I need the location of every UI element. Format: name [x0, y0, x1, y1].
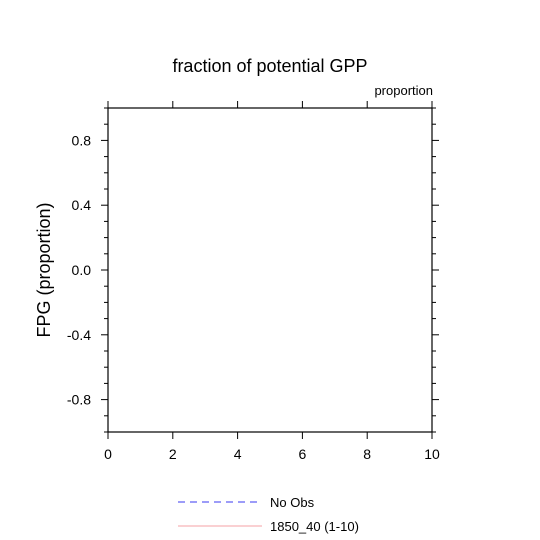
x-tick-label: 8: [363, 446, 371, 462]
plot-frame: [107, 107, 433, 433]
axis-ticks: 0 2 4 6 8 10 -0.8 -0.4 0.0 0.4 0.8: [67, 101, 440, 462]
legend-label-no-obs: No Obs: [270, 495, 315, 510]
x-tick-label: 6: [299, 446, 307, 462]
y-tick-label: 0.4: [72, 197, 92, 213]
y-tick-label: -0.8: [67, 392, 91, 408]
plot-area: 0 2 4 6 8 10 -0.8 -0.4 0.0 0.4 0.8: [67, 101, 440, 462]
legend: No Obs 1850_40 (1-10): [178, 495, 359, 534]
y-tick-label: 0.0: [72, 262, 92, 278]
y-tick-label: -0.4: [67, 327, 91, 343]
x-tick-label: 2: [169, 446, 177, 462]
y-axis-label: FPG (proportion): [34, 202, 54, 337]
units-label: proportion: [374, 83, 433, 98]
legend-item-no-obs: No Obs: [178, 495, 315, 510]
legend-item-1850-40: 1850_40 (1-10): [178, 519, 359, 534]
x-tick-label: 0: [104, 446, 112, 462]
chart-title: fraction of potential GPP: [172, 56, 367, 76]
y-tick-label: 0.8: [72, 132, 92, 148]
legend-label-1850-40: 1850_40 (1-10): [270, 519, 359, 534]
x-tick-label: 10: [424, 446, 440, 462]
x-tick-label: 4: [234, 446, 242, 462]
